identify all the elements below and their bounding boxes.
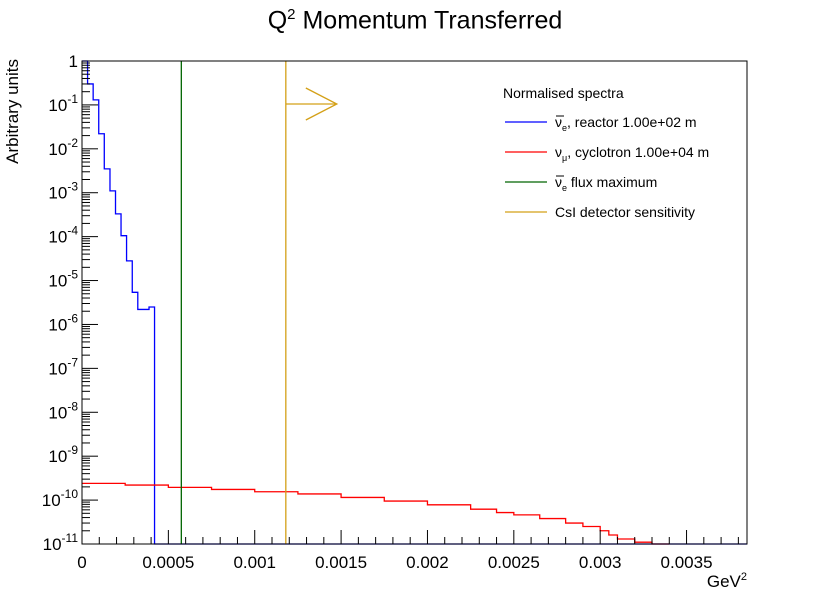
y-tick-label: 10-1 (48, 92, 78, 115)
y-tick-label: 10-7 (48, 355, 78, 378)
x-tick-label: 0.0015 (315, 553, 367, 572)
x-tick-label: 0 (77, 553, 86, 572)
x-axis-title: GeV2 (707, 571, 747, 591)
title-rest: Momentum Transferred (295, 6, 563, 35)
chart-marks (82, 60, 747, 545)
legend-label-reactor: νe, reactor 1.00e+02 m (555, 114, 697, 133)
marker-csi-sensitivity-arrow-head (305, 87, 339, 121)
y-tick-label: 10-10 (42, 487, 79, 510)
x-tick-label: 0.002 (406, 553, 449, 572)
legend-label-flux-maximum: νe flux maximum (555, 174, 657, 193)
y-tick-label: 10-3 (48, 180, 78, 203)
series-cyclotron-line (82, 482, 670, 545)
y-tick-label: 10-5 (48, 268, 78, 291)
y-tick-label: 10-6 (48, 311, 78, 334)
x-tick-label: 0.003 (579, 553, 622, 572)
chart-axes: 1 10-1 10-2 10-3 10-4 10-5 10-6 10-7 10-8 10-9 10-… (3, 52, 748, 591)
title-base: Q (267, 6, 288, 35)
x-tick-label: 0.001 (233, 553, 276, 572)
series-reactor-line (82, 60, 747, 545)
y-tick-label: 10-8 (48, 399, 78, 422)
legend-label-csi-sensitivity: CsI detector sensitivity (555, 204, 695, 220)
plot-frame (81, 60, 748, 545)
legend-label-cyclotron: νμ, cyclotron 1.00e+04 m (555, 144, 709, 163)
x-tick-label: 0.0035 (661, 553, 713, 572)
title-sup: 2 (287, 6, 296, 23)
x-tick-label: 0.0025 (488, 553, 540, 572)
y-tick-label: 10-2 (48, 136, 78, 159)
y-axis-title: Arbitrary units (3, 59, 22, 164)
legend: Normalised spectra νe, reactor 1.00e+02 m… (503, 85, 709, 220)
y-tick-label: 10-11 (43, 531, 79, 554)
legend-title: Normalised spectra (503, 85, 624, 101)
y-tick-label: 10-9 (48, 443, 78, 466)
chart-title: Q2 Momentum Transferred (0, 6, 830, 35)
x-tick-label: 0.0005 (142, 553, 194, 572)
y-tick-label: 10-4 (48, 224, 78, 247)
y-tick-label: 1 (69, 52, 78, 71)
